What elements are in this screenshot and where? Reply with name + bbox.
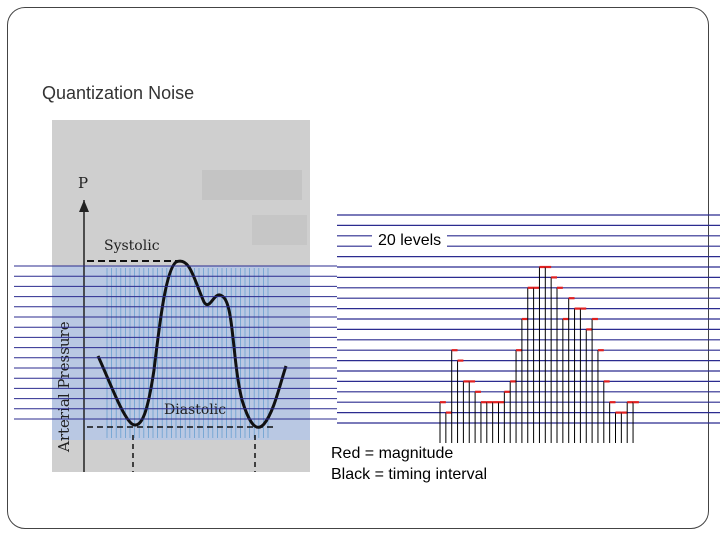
legend-timing: Black = timing interval xyxy=(331,466,488,483)
pressure-waveform-figure: P Arterial Pressure Systolic Diastolic xyxy=(52,120,310,472)
scan-artifact xyxy=(252,215,307,245)
p-axis-label: P xyxy=(78,174,88,192)
sample-bars xyxy=(106,268,269,438)
systolic-label: Systolic xyxy=(104,238,160,254)
slide-frame xyxy=(7,7,709,529)
scan-artifact xyxy=(202,170,302,200)
y-axis-arrow-icon xyxy=(79,200,89,212)
diastolic-label: Diastolic xyxy=(164,402,226,418)
level-lines xyxy=(337,214,720,424)
y-axis-label: Arterial Pressure xyxy=(55,321,73,453)
quantized-samples xyxy=(439,265,639,443)
pressure-waveform-svg: P Arterial Pressure Systolic Diastolic xyxy=(52,170,310,472)
levels-label: 20 levels xyxy=(372,232,448,250)
left-level-lines xyxy=(14,265,337,420)
legend: Red = magnitude Black = timing interval xyxy=(331,443,487,485)
legend-magnitude: Red = magnitude xyxy=(331,445,454,462)
pressure-curve xyxy=(96,259,288,429)
slide-title: Quantization Noise xyxy=(42,83,195,103)
